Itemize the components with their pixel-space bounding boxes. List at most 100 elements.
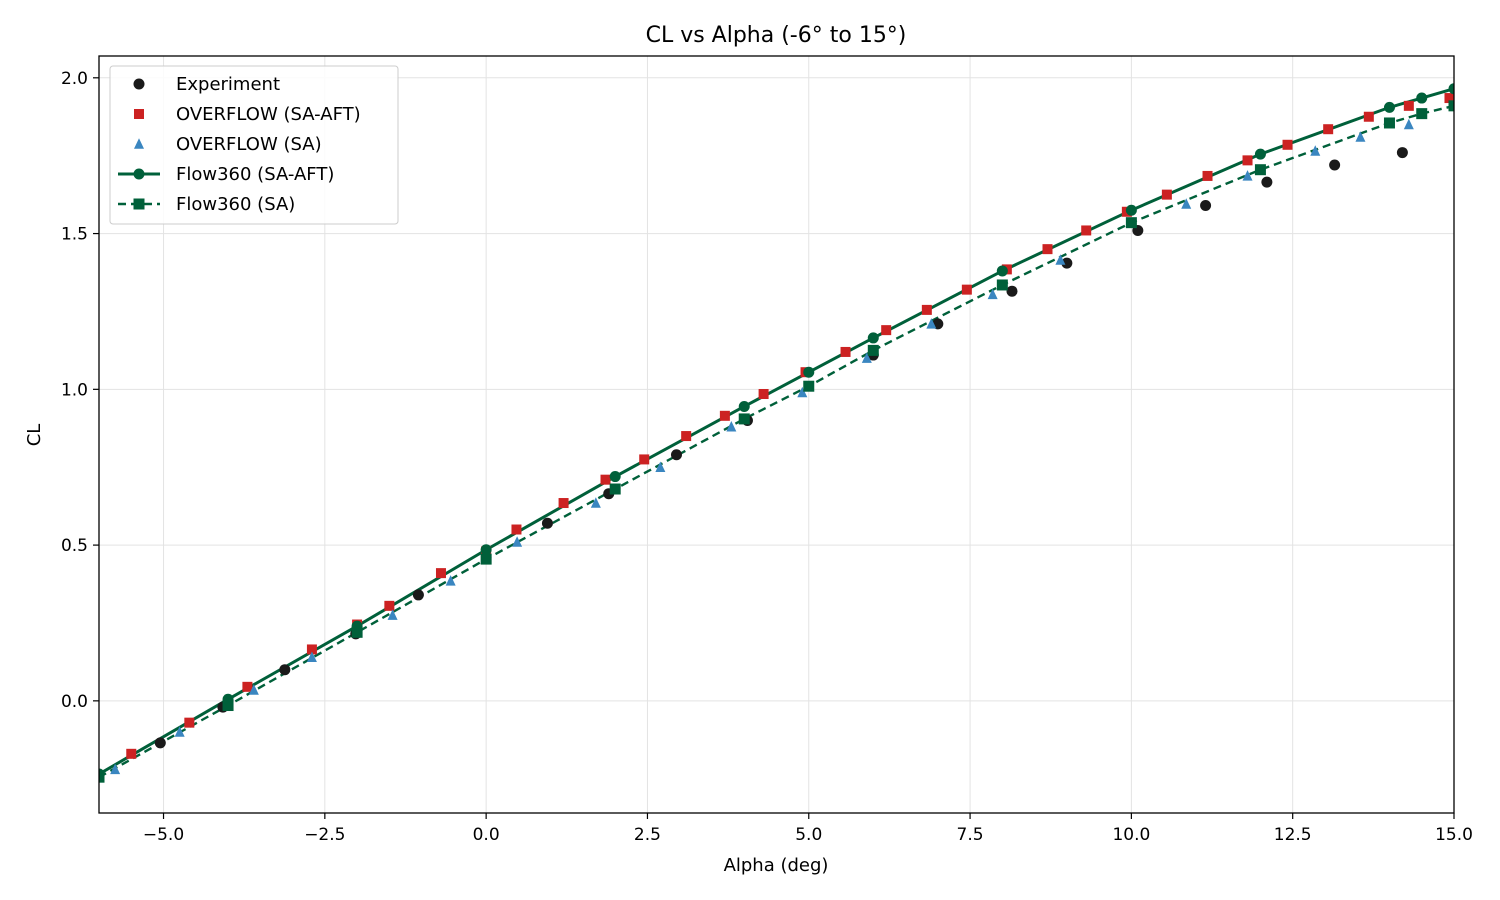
legend-marker-experiment bbox=[133, 78, 145, 90]
data-point-overflow-sa bbox=[1310, 145, 1321, 156]
data-point-overflow-sa-aft bbox=[639, 454, 650, 465]
data-point-flow360-sa bbox=[803, 380, 815, 392]
data-point-flow360-sa-aft bbox=[1383, 101, 1395, 113]
data-point-overflow-sa-aft bbox=[1242, 155, 1253, 166]
data-point-experiment bbox=[1261, 176, 1273, 188]
legend-swatch-overflow-sa bbox=[134, 138, 144, 149]
data-point-overflow-sa bbox=[512, 536, 523, 547]
data-point-overflow-sa-aft bbox=[1444, 93, 1454, 104]
data-point-overflow-sa-aft bbox=[384, 600, 395, 611]
data-point-overflow-sa-aft bbox=[511, 524, 522, 535]
data-point-overflow-sa bbox=[797, 386, 808, 398]
legend-marker-flow360-sa bbox=[133, 198, 145, 210]
data-point-experiment bbox=[670, 449, 682, 461]
legend-swatch-flow360-sa bbox=[118, 198, 160, 210]
data-point-flow360-sa bbox=[867, 344, 879, 356]
data-point-overflow-sa bbox=[1403, 118, 1414, 130]
legend-marker-overflow-sa-aft bbox=[134, 109, 144, 119]
data-point-overflow-sa-aft bbox=[1403, 100, 1414, 111]
y-axis-label: CL bbox=[24, 424, 45, 447]
y-axis-ticks: 0.0 0.5 1.0 1.5 2.0 bbox=[61, 69, 99, 712]
data-point-overflow-sa-aft bbox=[1323, 124, 1334, 135]
data-point-flow360-sa bbox=[996, 279, 1008, 291]
data-point-flow360-sa-aft bbox=[1125, 204, 1137, 216]
data-point-overflow-sa-aft bbox=[1363, 111, 1374, 122]
x-tick-label: 15.0 bbox=[1435, 825, 1473, 845]
x-tick-label: 0.0 bbox=[473, 825, 500, 845]
data-point-overflow-sa-aft bbox=[435, 568, 446, 579]
data-point-overflow-sa bbox=[655, 461, 666, 472]
data-point-flow360-sa bbox=[480, 553, 492, 565]
data-point-experiment bbox=[1006, 285, 1018, 297]
data-point-flow360-sa bbox=[1448, 100, 1454, 112]
data-point-flow360-sa-aft bbox=[738, 400, 750, 412]
x-tick-label: 12.5 bbox=[1274, 825, 1312, 845]
data-point-overflow-sa bbox=[590, 497, 601, 508]
data-point-experiment bbox=[1396, 147, 1408, 159]
data-point-flow360-sa bbox=[738, 413, 750, 425]
data-point-flow360-sa bbox=[99, 771, 105, 783]
legend-marker-overflow-sa bbox=[134, 138, 144, 149]
data-point-overflow-sa-aft bbox=[1282, 139, 1293, 150]
y-tick-label: 1.5 bbox=[61, 225, 88, 245]
data-point-overflow-sa bbox=[861, 352, 872, 363]
x-tick-label: 2.5 bbox=[634, 825, 661, 845]
data-point-flow360-sa bbox=[222, 700, 234, 712]
data-point-overflow-sa bbox=[987, 288, 998, 300]
data-point-flow360-sa-aft bbox=[1416, 92, 1428, 104]
data-point-flow360-sa bbox=[1383, 117, 1395, 129]
data-point-overflow-sa bbox=[110, 763, 121, 775]
data-point-experiment bbox=[1329, 159, 1341, 171]
x-tick-label: 10.0 bbox=[1112, 825, 1150, 845]
data-point-overflow-sa-aft bbox=[961, 284, 972, 295]
x-tick-label: 7.5 bbox=[957, 825, 984, 845]
axes-frame bbox=[98, 55, 1455, 814]
data-point-overflow-sa-aft bbox=[758, 389, 769, 400]
data-point-overflow-sa bbox=[1355, 131, 1366, 142]
data-point-flow360-sa bbox=[609, 483, 621, 495]
data-point-flow360-sa-aft bbox=[609, 471, 621, 483]
data-point-flow360-sa-aft bbox=[996, 265, 1008, 277]
data-point-flow360-sa bbox=[351, 626, 363, 638]
data-point-overflow-sa-aft bbox=[306, 644, 317, 655]
legend-label: Flow360 (SA-AFT) bbox=[176, 164, 334, 185]
data-point-overflow-sa bbox=[926, 318, 937, 329]
plot-area bbox=[99, 83, 1454, 783]
y-tick-label: 0.0 bbox=[61, 692, 88, 712]
data-point-overflow-sa-aft bbox=[840, 346, 851, 357]
data-point-overflow-sa bbox=[726, 420, 737, 432]
data-point-experiment bbox=[541, 517, 553, 529]
data-point-flow360-sa bbox=[1125, 217, 1137, 229]
legend-swatch-experiment bbox=[133, 78, 145, 90]
data-point-overflow-sa bbox=[1242, 170, 1253, 181]
legend-label: Flow360 (SA) bbox=[176, 194, 295, 215]
series-markers bbox=[99, 83, 1454, 783]
data-point-overflow-sa bbox=[248, 684, 259, 695]
data-point-experiment bbox=[1200, 200, 1212, 212]
data-point-overflow-sa-aft bbox=[719, 410, 730, 421]
legend: Experiment OVERFLOW (SA-AFT) OVERFLOW (SA)… bbox=[109, 65, 399, 225]
data-point-flow360-sa-aft bbox=[803, 366, 815, 378]
data-point-overflow-sa-aft bbox=[921, 304, 932, 315]
x-axis-label: Alpha (deg) bbox=[724, 855, 829, 876]
legend-label: Experiment bbox=[176, 74, 280, 95]
data-point-overflow-sa bbox=[1055, 254, 1066, 265]
data-point-flow360-sa-aft bbox=[480, 544, 492, 556]
data-point-overflow-sa-aft bbox=[558, 498, 569, 509]
legend-marker-flow360-sa-aft bbox=[133, 168, 145, 180]
data-point-overflow-sa-aft bbox=[1161, 189, 1172, 200]
y-tick-label: 2.0 bbox=[61, 69, 88, 89]
x-tick-label: 5.0 bbox=[795, 825, 822, 845]
x-axis-ticks: −5.0 −2.5 0.0 2.5 5.0 7.5 10.0 12.5 15.0 bbox=[143, 813, 1473, 845]
legend-swatch-flow360-sa-aft bbox=[118, 168, 160, 180]
data-point-experiment bbox=[279, 664, 291, 676]
data-point-overflow-sa bbox=[174, 726, 185, 737]
data-point-experiment bbox=[154, 737, 166, 749]
data-point-overflow-sa-aft bbox=[681, 431, 692, 442]
data-point-overflow-sa-aft bbox=[242, 681, 253, 692]
legend-box bbox=[109, 65, 399, 225]
data-point-overflow-sa-aft bbox=[1081, 225, 1092, 236]
data-point-overflow-sa bbox=[445, 575, 456, 586]
data-point-overflow-sa-aft bbox=[600, 474, 611, 485]
